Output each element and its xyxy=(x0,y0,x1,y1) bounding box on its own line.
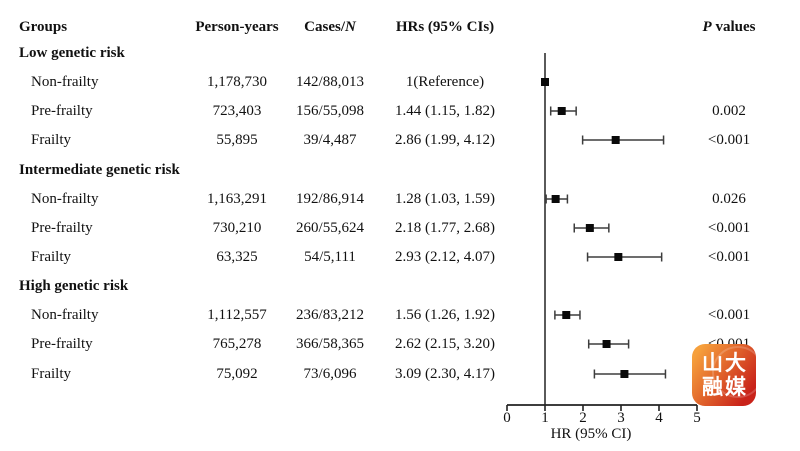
p-value-cell: <0.001 xyxy=(707,220,751,236)
table-row: Non-frailty 1,178,730 142/88,013 1(Referenc… xyxy=(0,71,800,93)
table-row: Frailty 75,092 73/6,096 3.09 (2.30, 4.17) xyxy=(0,363,800,385)
table-row: Non-frailty 1,163,291 192/86,914 1.28 (1.03… xyxy=(0,188,800,210)
cases-cell: 142/88,013 xyxy=(296,74,364,90)
row-label: Non-frailty xyxy=(31,74,99,90)
row-label: Non-frailty xyxy=(31,307,99,323)
hr-marker xyxy=(557,107,566,115)
watermark-text-top: 山大 xyxy=(702,351,748,375)
hr-ci-cell: 2.86 (1.99, 4.12) xyxy=(395,132,495,148)
row-label: Pre-frailty xyxy=(31,103,93,119)
watermark-logo: 山大 融媒 xyxy=(692,344,756,406)
person-years-cell: 1,112,557 xyxy=(207,307,267,323)
watermark-text-bottom: 融媒 xyxy=(702,375,748,399)
table-row: Frailty 63,325 54/5,111 2.93 (2.12, 4.07) <0… xyxy=(0,246,800,268)
header-p-values: P values xyxy=(689,16,769,38)
hr-marker xyxy=(551,195,560,203)
header-cases-n-italic: N xyxy=(345,19,356,35)
person-years-cell: 730,210 xyxy=(212,220,262,236)
group-header-row: Intermediate genetic risk xyxy=(0,159,800,181)
row-label: Frailty xyxy=(31,249,71,265)
hr-ci-cell: 1(Reference) xyxy=(405,74,485,90)
cases-cell: 73/6,096 xyxy=(303,366,357,382)
table-row: Non-frailty 1,112,557 236/83,212 1.56 (1.26… xyxy=(0,304,800,326)
p-value-cell: <0.001 xyxy=(707,307,751,323)
table-row: Pre-frailty 723,403 156/55,098 1.44 (1.15, … xyxy=(0,100,800,122)
x-axis-title: HR (95% CI) xyxy=(550,426,632,442)
table-row: Pre-frailty 765,278 366/58,365 2.62 (2.15, … xyxy=(0,333,800,355)
header-cases-prefix: Cases/ xyxy=(304,19,345,35)
person-years-cell: 723,403 xyxy=(212,103,262,119)
cases-cell: 192/86,914 xyxy=(296,191,364,207)
row-label: Frailty xyxy=(31,132,71,148)
group-header-row: High genetic risk xyxy=(0,275,800,297)
hr-marker xyxy=(620,370,629,378)
hr-ci-cell: 1.28 (1.03, 1.59) xyxy=(395,191,495,207)
group-label: High genetic risk xyxy=(19,278,129,294)
row-label: Pre-frailty xyxy=(31,220,93,236)
person-years-cell: 765,278 xyxy=(212,336,262,352)
person-years-cell: 55,895 xyxy=(216,132,258,148)
x-axis-tick-label: 0 xyxy=(503,410,511,426)
hr-marker xyxy=(602,340,611,348)
person-years-cell: 75,092 xyxy=(216,366,258,382)
group-header-row: Low genetic risk xyxy=(0,42,800,64)
table-header-row: Groups Person-years Cases/N HRs (95% CIs… xyxy=(0,16,800,38)
cases-cell: 156/55,098 xyxy=(296,103,364,119)
hr-ci-cell: 2.18 (1.77, 2.68) xyxy=(395,220,495,236)
row-label: Pre-frailty xyxy=(31,336,93,352)
person-years-cell: 1,163,291 xyxy=(207,191,267,207)
cases-cell: 366/58,365 xyxy=(296,336,364,352)
header-person-years: Person-years xyxy=(195,19,279,35)
group-label: Intermediate genetic risk xyxy=(19,162,180,178)
x-axis-tick-label: 1 xyxy=(541,410,549,426)
p-value-cell: <0.001 xyxy=(707,132,751,148)
header-p-rest: values xyxy=(711,19,756,35)
x-axis-tick-label: 3 xyxy=(617,410,625,426)
cases-cell: 39/4,487 xyxy=(303,132,357,148)
hr-marker xyxy=(585,224,594,232)
hr-marker xyxy=(562,311,571,319)
person-years-cell: 63,325 xyxy=(216,249,258,265)
row-label: Frailty xyxy=(31,366,71,382)
hr-marker xyxy=(614,253,623,261)
row-label: Non-frailty xyxy=(31,191,99,207)
group-label: Low genetic risk xyxy=(19,45,125,61)
person-years-cell: 1,178,730 xyxy=(207,74,267,90)
x-axis-tick-label: 2 xyxy=(579,410,587,426)
hr-ci-cell: 1.44 (1.15, 1.82) xyxy=(395,103,495,119)
cases-cell: 54/5,111 xyxy=(304,249,356,265)
x-axis-tick-label: 4 xyxy=(655,410,663,426)
hr-marker xyxy=(611,136,620,144)
header-cases-n: Cases/N xyxy=(272,16,388,38)
header-p-italic: P xyxy=(702,19,712,35)
hr-ci-cell: 1.56 (1.26, 1.92) xyxy=(395,307,495,323)
hr-marker xyxy=(541,78,549,86)
cases-cell: 236/83,212 xyxy=(296,307,364,323)
header-hrs: HRs (95% CIs) xyxy=(395,19,495,35)
p-value-cell: 0.002 xyxy=(712,103,746,119)
p-value-cell: 0.026 xyxy=(712,191,746,207)
hr-ci-cell: 2.62 (2.15, 3.20) xyxy=(395,336,495,352)
header-groups: Groups xyxy=(19,19,68,35)
cases-cell: 260/55,624 xyxy=(296,220,364,236)
table-row: Pre-frailty 730,210 260/55,624 2.18 (1.77, … xyxy=(0,217,800,239)
hr-ci-cell: 3.09 (2.30, 4.17) xyxy=(395,366,495,382)
p-value-cell: <0.001 xyxy=(707,249,751,265)
x-axis-tick-label: 5 xyxy=(693,410,701,426)
hr-ci-cell: 2.93 (2.12, 4.07) xyxy=(395,249,495,265)
watermark-seal-ring xyxy=(712,346,756,398)
table-row: Frailty 55,895 39/4,487 2.86 (1.99, 4.12) <0… xyxy=(0,129,800,151)
